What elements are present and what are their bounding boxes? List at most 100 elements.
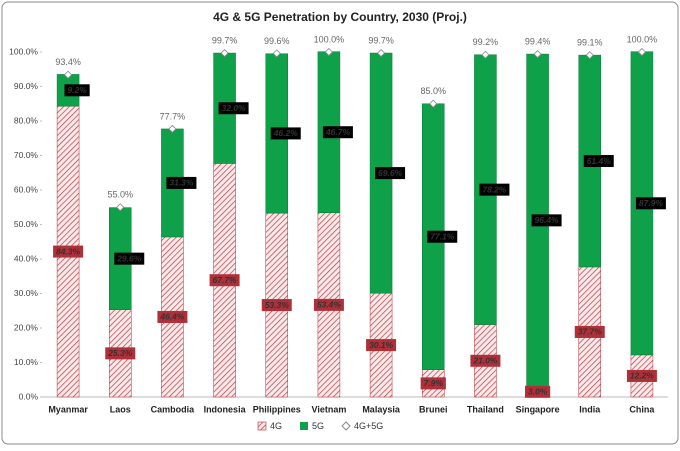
label-5g: 31.3% <box>169 178 194 188</box>
label-4g-bg <box>53 245 84 258</box>
label-4g: 7.9% <box>424 378 444 388</box>
label-5g: 46.7% <box>325 127 351 137</box>
label-4g: 25.3% <box>107 348 133 358</box>
x-tick-label: Malaysia <box>362 404 401 414</box>
label-5g: 32.0% <box>222 103 247 113</box>
label-4g: 53.3% <box>265 300 290 310</box>
legend-swatch <box>257 421 267 431</box>
legend-label: 4G <box>270 421 282 431</box>
label-5g-bg <box>64 84 90 97</box>
label-5g-bg <box>635 197 666 210</box>
label-5g: 77.1% <box>430 231 455 241</box>
chart-title: 4G & 5G Penetration by Country, 2030 (Pr… <box>213 10 467 24</box>
label-4g: 84.3% <box>56 246 81 256</box>
label-4g-bg <box>366 339 397 352</box>
label-5g: 46.2% <box>273 128 299 138</box>
legend-swatch <box>300 422 309 430</box>
x-tick-label: India <box>579 404 601 414</box>
total-label: 99.1% <box>577 37 603 47</box>
label-5g-bg <box>583 155 614 168</box>
label-4g: 53.4% <box>317 300 342 310</box>
total-label: 100.0% <box>627 34 658 44</box>
x-tick-label: Vietnam <box>311 404 346 414</box>
y-tick-label: 60.0% <box>14 184 39 194</box>
label-5g-bg <box>375 167 406 180</box>
label-5g-bg <box>479 183 510 196</box>
legend-label: 5G <box>312 421 324 431</box>
label-4g-bg <box>105 347 136 360</box>
label-4g-bg <box>420 377 446 390</box>
x-tick-label: Singapore <box>516 404 560 414</box>
total-label: 55.0% <box>107 190 133 200</box>
label-4g-bg <box>574 325 605 338</box>
x-tick-label: Myanmar <box>48 404 88 414</box>
legend-swatch <box>341 421 351 431</box>
label-5g: 61.4% <box>587 156 612 166</box>
x-tick-label: China <box>629 404 655 414</box>
total-marker <box>116 203 125 212</box>
total-label: 99.4% <box>525 36 551 46</box>
label-5g: 69.6% <box>378 168 403 178</box>
label-4g: 37.7% <box>578 327 603 337</box>
y-tick-label: 10.0% <box>14 357 39 367</box>
total-marker <box>272 49 281 58</box>
x-tick-label: Indonesia <box>204 404 247 414</box>
y-tick-label: 100.0% <box>9 46 38 56</box>
label-4g-bg <box>470 354 501 367</box>
label-5g-bg <box>114 252 145 265</box>
label-4g: 46.4% <box>159 312 185 322</box>
total-label: 77.7% <box>160 111 186 121</box>
total-marker <box>324 47 333 57</box>
y-tick-label: 0.0% <box>19 391 39 401</box>
label-4g-bg <box>313 298 344 311</box>
total-label: 85.0% <box>420 86 446 96</box>
label-4g-bg <box>626 369 657 382</box>
total-marker <box>637 47 646 57</box>
label-5g-bg <box>427 230 458 243</box>
label-5g: 87.9% <box>639 198 664 208</box>
total-label: 99.7% <box>212 35 238 45</box>
label-4g-bg <box>261 299 292 312</box>
x-tick-label: Thailand <box>467 404 504 414</box>
total-label: 93.4% <box>55 57 81 67</box>
legend-label: 4G+5G <box>354 421 383 431</box>
total-marker <box>585 51 594 60</box>
x-tick-label: Laos <box>110 404 131 414</box>
total-marker <box>220 48 229 58</box>
x-tick-label: Brunei <box>419 404 448 414</box>
label-5g: 29.6% <box>116 253 142 263</box>
total-marker <box>429 99 438 108</box>
y-tick-label: 90.0% <box>14 81 39 91</box>
total-marker <box>168 124 177 134</box>
label-5g-bg <box>218 102 249 115</box>
label-4g: 30.1% <box>369 340 394 350</box>
label-4g: 21.0% <box>472 356 498 366</box>
label-5g-bg <box>270 127 301 140</box>
x-tick-label: Cambodia <box>151 404 196 414</box>
y-tick-label: 40.0% <box>14 253 39 263</box>
label-4g-bg <box>209 274 240 287</box>
y-tick-label: 70.0% <box>14 150 39 160</box>
y-tick-label: 50.0% <box>14 219 39 229</box>
x-tick-label: Philippines <box>253 404 301 414</box>
total-marker <box>533 50 542 59</box>
label-4g-bg <box>157 310 188 323</box>
label-5g: 9.2% <box>67 85 87 95</box>
total-marker <box>64 70 73 79</box>
label-5g: 96.4% <box>535 215 560 225</box>
total-label: 99.7% <box>368 35 394 45</box>
total-label: 100.0% <box>314 34 345 44</box>
label-5g: 78.2% <box>482 184 507 194</box>
total-label: 99.2% <box>473 37 499 47</box>
label-4g: 67.7% <box>213 275 238 285</box>
label-5g-bg <box>166 176 197 189</box>
label-5g-bg <box>531 214 562 227</box>
label-4g-bg <box>524 385 551 398</box>
label-5g-bg <box>322 126 353 139</box>
y-tick-label: 30.0% <box>14 288 39 298</box>
y-tick-label: 80.0% <box>14 115 39 125</box>
y-tick-label: 20.0% <box>14 322 39 332</box>
label-4g: 3.0% <box>528 387 548 397</box>
total-marker <box>377 48 386 58</box>
